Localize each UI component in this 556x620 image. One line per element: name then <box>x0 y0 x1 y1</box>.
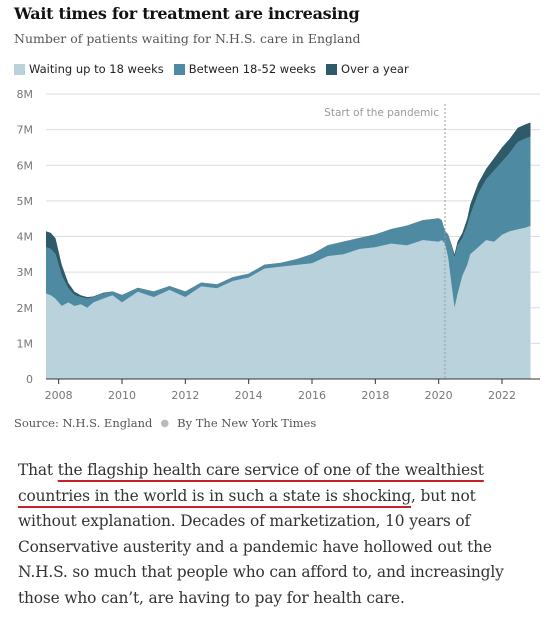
legend-item-2: Over a year <box>326 62 409 76</box>
legend-swatch-1 <box>173 63 185 75</box>
article-text-pre: That <box>18 461 58 479</box>
separator-dot-icon: ● <box>160 417 170 429</box>
chart-subtitle: Number of patients waiting for N.H.S. ca… <box>14 31 361 46</box>
area-series-1 <box>46 136 531 308</box>
x-tick-label-0: 2008 <box>45 389 73 402</box>
legend-swatch-2 <box>326 63 338 75</box>
legend-label-2: Over a year <box>341 62 409 76</box>
byline-text: By The New York Times <box>177 416 317 430</box>
y-tick-label-2: 2M <box>17 302 34 315</box>
annotation-label-0: Start of the pandemic <box>324 107 439 119</box>
x-tick-label-6: 2020 <box>425 389 453 402</box>
x-tick-label-5: 2018 <box>361 389 389 402</box>
y-tick-label-7: 7M <box>17 124 34 137</box>
x-tick-label-7: 2022 <box>488 389 516 402</box>
wait-times-chart: 0 1M 2M 3M 4M 5M 6M 7M 8M Start of the pandemic 20… <box>17 88 540 402</box>
article-text-post: , but not without explanation. Decades o… <box>18 486 504 607</box>
chart-source: Source: N.H.S. England ● By The New York… <box>14 416 316 430</box>
legend-item-0: Waiting up to 18 weeks <box>14 62 164 76</box>
legend-label-0: Waiting up to 18 weeks <box>29 62 164 76</box>
y-tick-label-5: 5M <box>17 195 34 208</box>
chart-legend: Waiting up to 18 weeks Between 18-52 week… <box>14 62 409 76</box>
x-tick-label-3: 2014 <box>235 389 263 402</box>
article-paragraph: That the flagship health care service of… <box>18 458 538 612</box>
y-tick-label-1: 1M <box>17 337 34 350</box>
x-tick-label-1: 2010 <box>108 389 136 402</box>
y-tick-label-0: 0 <box>26 373 33 386</box>
area-series-0 <box>46 225 531 379</box>
x-tick-label-2: 2012 <box>171 389 199 402</box>
x-tick-label-4: 2016 <box>298 389 326 402</box>
y-tick-label-4: 4M <box>17 231 34 244</box>
y-tick-label-8: 8M <box>17 88 34 101</box>
article-highlighted-text: the flagship health care service of one … <box>18 461 484 505</box>
legend-item-1: Between 18-52 weeks <box>173 62 317 76</box>
legend-label-1: Between 18-52 weeks <box>188 62 317 76</box>
legend-swatch-0 <box>14 63 25 75</box>
chart-title: Wait times for treatment are increasing <box>14 4 360 23</box>
source-text: Source: N.H.S. England <box>14 416 153 430</box>
y-tick-label-6: 6M <box>17 159 34 172</box>
y-tick-label-3: 3M <box>17 266 34 279</box>
